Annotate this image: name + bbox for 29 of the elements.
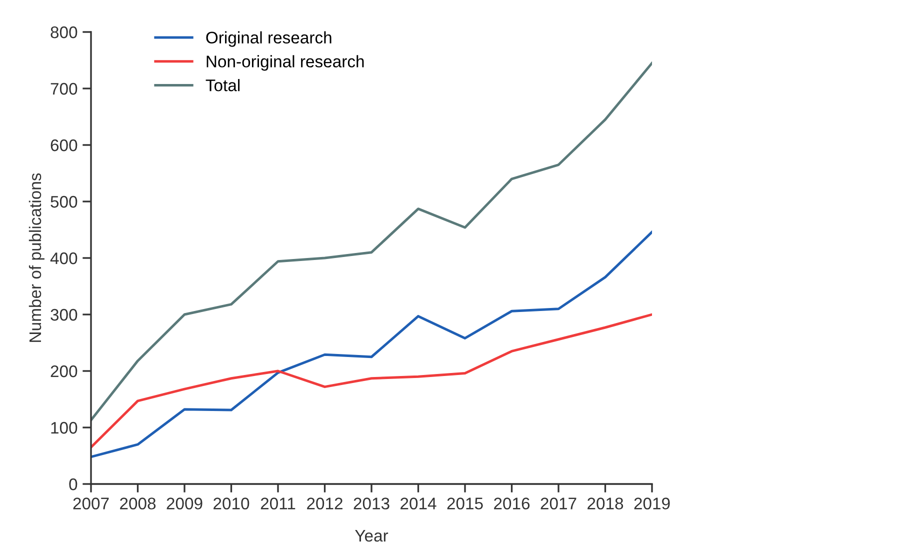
x-axis-title: Year xyxy=(355,530,388,542)
x-tick-label: 2017 xyxy=(540,498,576,510)
y-axis-title: Number of publications xyxy=(28,173,44,342)
y-tick-label: 700 xyxy=(50,82,78,95)
legend-label: Original research xyxy=(206,31,332,47)
x-tick-label: 2008 xyxy=(120,498,156,510)
x-tick-label: 2011 xyxy=(260,498,296,510)
y-tick-label: 800 xyxy=(50,26,78,38)
legend-label: Total xyxy=(206,79,240,92)
line-series xyxy=(91,313,652,449)
x-tick-label: 2012 xyxy=(307,498,342,510)
legend-label: Non-original research xyxy=(206,55,364,71)
y-tick-label: 200 xyxy=(50,365,78,378)
y-tick-label: 500 xyxy=(50,196,78,208)
y-tick-label: 300 xyxy=(50,308,78,321)
y-tick-label: 100 xyxy=(51,422,78,434)
line-series xyxy=(91,230,652,458)
x-tick-label: 2015 xyxy=(447,498,483,510)
x-tick-label: 2013 xyxy=(354,498,390,510)
y-tick-label: 0 xyxy=(69,478,78,490)
x-tick-label: 2007 xyxy=(73,498,109,510)
y-tick-label: 600 xyxy=(50,139,78,152)
y-tick-label: 400 xyxy=(50,252,78,264)
x-tick-label: 2016 xyxy=(494,498,530,510)
x-tick-label: 2014 xyxy=(400,498,436,510)
x-tick-label: 2010 xyxy=(214,498,250,510)
x-tick-label: 2019 xyxy=(634,498,670,510)
x-tick-label: 2009 xyxy=(166,498,202,510)
x-tick-label: 2018 xyxy=(588,498,624,510)
